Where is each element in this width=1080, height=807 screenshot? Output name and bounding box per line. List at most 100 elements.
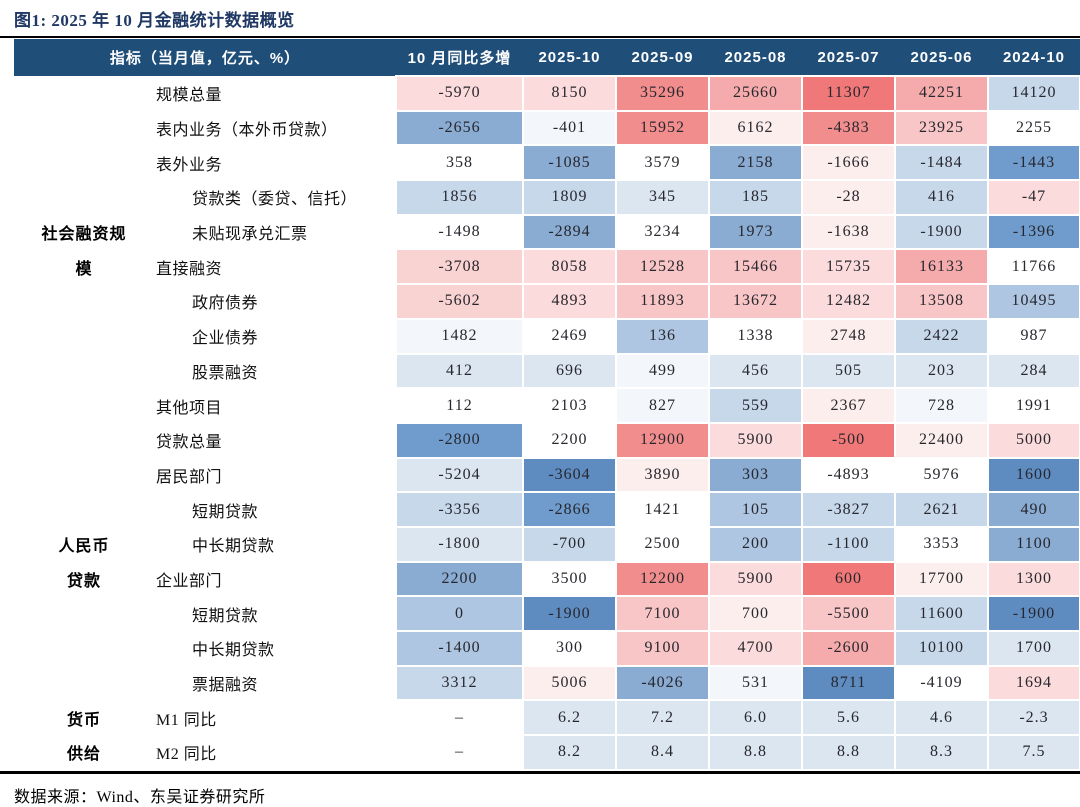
value-cell: 2748 [801,317,896,355]
table-row: 票据融资 3312 5006 -4026 531 8711 -4109 1694 [14,664,1080,702]
category-label: 供给 [14,735,154,770]
value-cell: 5006 [522,664,617,702]
value-cell: 284 [987,352,1080,390]
indicator-label: 居民部门 [154,457,396,493]
value-cell: 1973 [708,213,803,251]
value-cell: -2800 [395,421,524,459]
value-cell: 1700 [987,630,1080,667]
table-row: 货币 M1 同比 –6.2 7.2 6.0 5.6 4.6 -2.3 [14,699,1080,737]
value-cell: 14120 [987,75,1080,112]
value-cell: 200 [708,525,803,563]
value-cell: -2894 [522,213,617,251]
value-cell: 1809 [522,179,617,216]
indicator-label: 中长期贷款 [154,526,396,562]
value-cell: 4.6 [894,699,989,737]
value-cell: 1482 [395,317,524,355]
value-cell: 3353 [894,525,989,563]
value-cell: 8.4 [615,734,710,771]
value-cell: -5970 [395,75,524,112]
value-cell: – [395,734,524,771]
category-label [14,596,154,631]
value-cell: -2.3 [987,699,1080,737]
value-cell: 8.8 [708,734,803,771]
data-table: 指标（当月值，亿元、%） 10 月同比多增 2025-10 2025-09 2025-0… [14,39,1080,771]
category-label [14,110,154,146]
value-cell: 8.3 [894,734,989,771]
value-cell: 412 [395,352,524,390]
value-cell: 2422 [894,317,989,355]
value-cell: 600 [801,560,896,598]
table-row: 模直接融资 -3708 8058 12528 15466 15735 16133 11766 [14,248,1080,286]
value-cell: 2469 [522,317,617,355]
table-row: 人民币 中长期贷款 -1800 -700 2500 200 -1100 3353 1100 [14,525,1080,563]
value-cell: 7.2 [615,699,710,737]
value-cell: 3312 [395,664,524,702]
value-cell: 4700 [708,630,803,667]
value-cell: 2255 [987,109,1080,147]
value-cell: 490 [987,491,1080,528]
category-label [14,492,154,527]
table-row: 贷款 企业部门 2200 3500 12200 5900 600 17700 1300 [14,560,1080,598]
category-label [14,631,154,666]
value-cell: -401 [522,109,617,147]
value-cell: 1600 [987,456,1080,494]
value-cell: -2656 [395,109,524,147]
indicator-label: 企业债券 [154,318,396,354]
table-row: 居民部门 -5204 -3604 3890 303 -4893 5976 1600 [14,456,1080,494]
value-cell: 136 [615,317,710,355]
value-cell: -3827 [801,491,896,528]
indicator-label: 规模总量 [154,76,396,111]
value-cell: – [395,699,524,737]
category-label: 模 [14,249,154,285]
table-row: 其他项目 112 2103 827 559 2367 728 1991 [14,387,1080,424]
value-cell: 4893 [522,283,617,320]
value-cell: -5204 [395,456,524,494]
value-cell: -4026 [615,664,710,702]
indicator-label: 其他项目 [154,388,396,423]
value-cell: 16133 [894,248,989,286]
value-cell: -47 [987,179,1080,216]
value-cell: 12200 [615,560,710,598]
value-cell: 15952 [615,109,710,147]
value-cell: 203 [894,352,989,390]
value-cell: 5976 [894,456,989,494]
value-cell: 8150 [522,75,617,112]
table-header-row: 指标（当月值，亿元、%） 10 月同比多增 2025-10 2025-09 2025-0… [14,39,1080,76]
category-label [14,422,154,458]
value-cell: 2200 [395,560,524,598]
value-cell: 505 [801,352,896,390]
value-cell: 2200 [522,421,617,459]
indicator-label: 贷款总量 [154,422,396,458]
value-cell: 12482 [801,283,896,320]
value-cell: 3500 [522,560,617,598]
value-cell: 2367 [801,387,896,424]
indicator-label: 贷款类（委贷、信托） [154,180,396,215]
table-row: 企业债券 1482 2469 136 1338 2748 2422 987 [14,317,1080,355]
indicator-label: 未贴现承兑汇票 [154,214,396,250]
value-cell: 300 [522,630,617,667]
value-cell: 531 [708,664,803,702]
column-header: 2025-09 [616,39,709,76]
value-cell: 15735 [801,248,896,286]
indicator-label: 表外业务 [154,145,396,181]
value-cell: 17700 [894,560,989,598]
value-cell: -1666 [801,144,896,182]
value-cell: -1400 [395,630,524,667]
value-cell: 23925 [894,109,989,147]
value-cell: -2866 [522,491,617,528]
value-cell: 1856 [395,179,524,216]
value-cell: 10100 [894,630,989,667]
indicator-label: 政府债券 [154,284,396,319]
value-cell: 13672 [708,283,803,320]
value-cell: 5900 [708,560,803,598]
category-label: 贷款 [14,561,154,597]
value-cell: 7.5 [987,734,1080,771]
value-cell: 6.2 [522,699,617,737]
category-label [14,388,154,423]
table-row: 供给 M2 同比 –8.2 8.4 8.8 8.8 8.3 7.5 [14,734,1080,771]
value-cell: -4109 [894,664,989,702]
table-row: 贷款类（委贷、信托） 1856 1809 345 185 -28 416 -47 [14,179,1080,216]
value-cell: -1085 [522,144,617,182]
indicator-label: 表内业务（本外币贷款） [154,110,396,146]
